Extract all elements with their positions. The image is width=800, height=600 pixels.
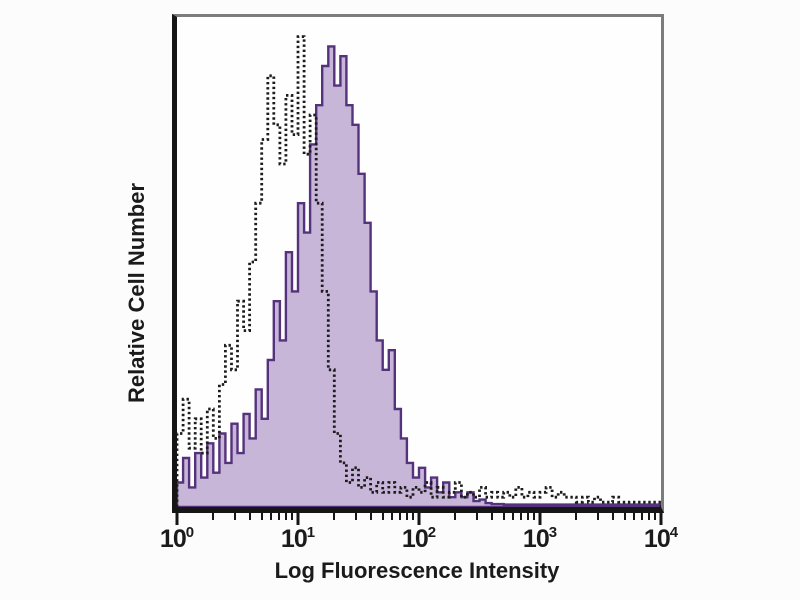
x-minor-tick <box>248 513 251 520</box>
x-minor-tick <box>512 513 515 520</box>
x-minor-tick <box>285 513 288 520</box>
x-minor-tick <box>623 513 626 520</box>
plot-frame <box>172 14 664 513</box>
x-minor-tick <box>291 513 294 520</box>
x-minor-tick <box>533 513 536 520</box>
x-minor-tick <box>527 513 530 520</box>
x-minor-tick <box>490 513 493 520</box>
x-minor-tick <box>333 513 336 520</box>
x-minor-tick <box>648 513 651 520</box>
x-minor-tick <box>381 513 384 520</box>
x-minor-tick <box>399 513 402 520</box>
x-minor-tick <box>611 513 614 520</box>
x-tick-label: 100 <box>159 524 195 553</box>
x-axis-ticks <box>175 513 663 527</box>
x-minor-tick <box>412 513 415 520</box>
stained-histogram-path <box>177 45 661 507</box>
x-minor-tick <box>633 513 636 520</box>
x-minor-tick <box>278 513 281 520</box>
x-minor-tick <box>520 513 523 520</box>
x-major-tick <box>417 513 421 525</box>
x-minor-tick <box>354 513 357 520</box>
x-minor-tick <box>233 513 236 520</box>
x-minor-tick <box>270 513 273 520</box>
x-minor-tick <box>454 513 457 520</box>
x-axis-label: Log Fluorescence Intensity <box>274 558 560 583</box>
x-minor-tick <box>406 513 409 520</box>
x-major-tick <box>296 513 300 525</box>
x-major-tick <box>538 513 542 525</box>
x-minor-tick <box>369 513 372 520</box>
control-histogram-path <box>177 35 661 507</box>
x-tick-label: 101 <box>280 524 316 553</box>
x-major-tick <box>659 513 663 525</box>
x-minor-tick <box>654 513 657 520</box>
x-tick-label: 102 <box>401 524 437 553</box>
x-minor-tick <box>260 513 263 520</box>
x-minor-tick <box>641 513 644 520</box>
x-minor-tick <box>212 513 215 520</box>
x-minor-tick <box>475 513 478 520</box>
x-tick-label: 104 <box>643 524 679 553</box>
x-minor-tick <box>596 513 599 520</box>
y-axis-label: Relative Cell Number <box>124 182 149 404</box>
x-minor-tick <box>502 513 505 520</box>
x-tick-label: 103 <box>522 524 558 553</box>
x-minor-tick <box>391 513 394 520</box>
histogram-svg <box>177 35 661 507</box>
x-major-tick <box>175 513 179 525</box>
x-axis-tick-labels: 100 101 102 103 104 <box>160 524 678 560</box>
x-minor-tick <box>575 513 578 520</box>
